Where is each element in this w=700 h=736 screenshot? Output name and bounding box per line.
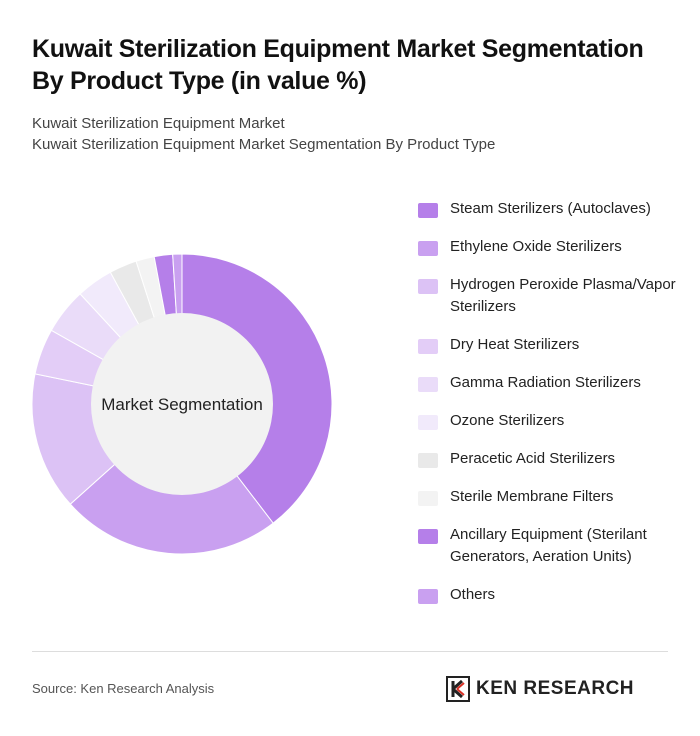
legend-label: Dry Heat Sterilizers — [450, 336, 580, 353]
donut-chart: Market Segmentation — [0, 170, 380, 640]
legend-swatch — [418, 279, 438, 294]
legend-swatch — [418, 529, 438, 544]
subtitle-line-2: Kuwait Sterilization Equipment Market Se… — [32, 136, 496, 153]
source-note: Source: Ken Research Analysis — [32, 681, 215, 696]
legend-label: Ancillary Equipment (Sterilant Generator… — [450, 526, 647, 565]
subtitle-line-1: Kuwait Sterilization Equipment Market — [32, 115, 285, 132]
legend-item[interactable]: Gamma Radiation Sterilizers — [418, 372, 688, 394]
legend-item[interactable]: Ethylene Oxide Sterilizers — [418, 236, 688, 258]
legend-item[interactable]: Steam Sterilizers (Autoclaves) — [418, 198, 688, 220]
legend-swatch — [418, 453, 438, 468]
brand-wordmark: KEN RESEARCH — [476, 678, 635, 699]
chart-title: Kuwait Sterilization Equipment Market Se… — [32, 35, 644, 95]
footer-divider — [32, 651, 668, 652]
legend-swatch — [418, 491, 438, 506]
donut-hole — [91, 313, 273, 495]
legend-label: Peracetic Acid Sterilizers — [450, 450, 616, 467]
legend-swatch — [418, 339, 438, 354]
legend-swatch — [418, 203, 438, 218]
legend-swatch — [418, 241, 438, 256]
legend-item[interactable]: Dry Heat Sterilizers — [418, 334, 688, 356]
legend-swatch — [418, 415, 438, 430]
legend-item[interactable]: Others — [418, 584, 688, 606]
legend: Steam Sterilizers (Autoclaves) Ethylene O… — [418, 198, 688, 622]
legend-item[interactable]: Peracetic Acid Sterilizers — [418, 448, 688, 470]
legend-label: Ozone Sterilizers — [450, 412, 565, 429]
center-label: Market Segmentation — [101, 395, 263, 414]
donut-chart-svg: Market Segmentation — [31, 253, 333, 555]
legend-item[interactable]: Hydrogen Peroxide Plasma/Vapor Sterilize… — [418, 274, 688, 318]
legend-item[interactable]: Ancillary Equipment (Sterilant Generator… — [418, 524, 688, 568]
chart-subtitle: Kuwait Sterilization Equipment Market Ku… — [32, 113, 672, 155]
legend-swatch — [418, 589, 438, 604]
brand-logo: KEN RESEARCH — [446, 674, 634, 704]
legend-label: Ethylene Oxide Sterilizers — [450, 238, 622, 255]
legend-label: Hydrogen Peroxide Plasma/Vapor Sterilize… — [450, 276, 676, 315]
legend-label: Sterile Membrane Filters — [450, 488, 614, 505]
legend-item[interactable]: Sterile Membrane Filters — [418, 486, 688, 508]
legend-item[interactable]: Ozone Sterilizers — [418, 410, 688, 432]
ken-logo-icon — [446, 676, 470, 702]
legend-swatch — [418, 377, 438, 392]
legend-label: Steam Sterilizers (Autoclaves) — [450, 200, 651, 217]
legend-label: Others — [450, 586, 496, 603]
legend-label: Gamma Radiation Sterilizers — [450, 374, 641, 391]
